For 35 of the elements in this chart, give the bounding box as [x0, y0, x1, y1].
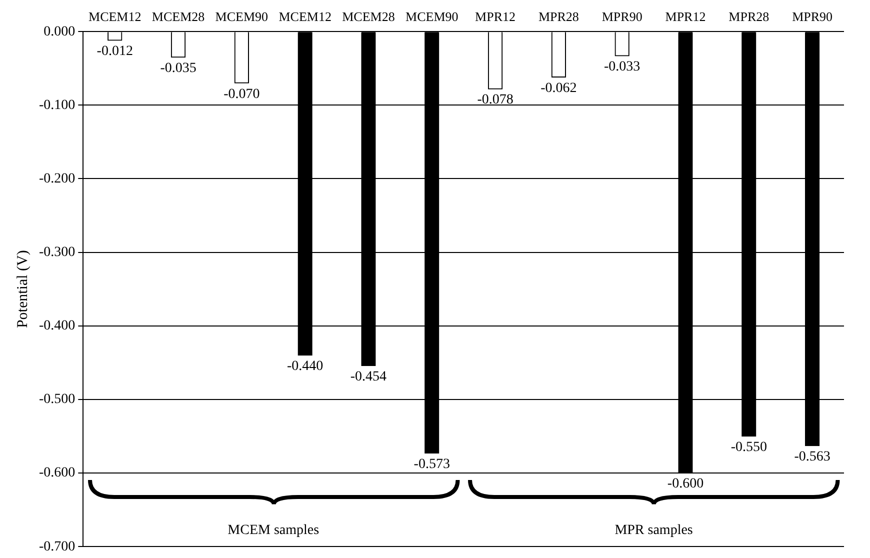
- y-tick-label: -0.600: [38, 466, 76, 481]
- data-label: -0.563: [794, 449, 830, 464]
- data-label: -0.078: [477, 92, 514, 108]
- x-tick-label: MCEM12: [278, 9, 332, 24]
- data-label: -0.035: [160, 61, 196, 76]
- x-tick-label: MPR28: [728, 9, 770, 24]
- data-label: -0.062: [540, 80, 577, 96]
- y-tick-label: -0.400: [38, 318, 76, 334]
- x-tick-label: MPR12: [665, 9, 706, 24]
- x-tick-label: MPR90: [602, 9, 642, 24]
- x-tick-label: MCEM28: [342, 9, 395, 24]
- x-tick-label: MCEM12: [88, 9, 142, 24]
- data-label: -0.440: [286, 358, 324, 374]
- data-label: -0.012: [96, 44, 133, 60]
- data-label: -0.573: [414, 456, 450, 472]
- x-tick-label: MCEM28: [152, 9, 205, 24]
- y-tick-label: -0.300: [38, 244, 76, 260]
- y-tick-label: -0.200: [38, 171, 76, 186]
- x-tick-label: MPR90: [792, 9, 833, 24]
- x-tick-label: MPR28: [538, 9, 579, 24]
- y-tick-label: -0.100: [38, 98, 76, 113]
- annotation: MCEM samples: [228, 523, 320, 538]
- data-label: -0.454: [350, 369, 387, 384]
- annotation: MPR samples: [614, 523, 693, 538]
- y-tick-label: -0.500: [38, 392, 76, 408]
- x-tick-label: MCEM90: [215, 9, 268, 24]
- x-tick-label: MCEM90: [406, 9, 458, 24]
- y-axis-title: Potential (V): [14, 250, 31, 328]
- y-tick-label: -0.700: [38, 539, 76, 554]
- data-label: -0.550: [730, 440, 767, 455]
- y-tick-label: 0.000: [44, 24, 76, 40]
- x-tick-label: MPR12: [475, 9, 516, 24]
- data-label: -0.070: [224, 86, 260, 102]
- data-label: -0.600: [667, 476, 704, 492]
- data-label: -0.033: [604, 60, 640, 75]
